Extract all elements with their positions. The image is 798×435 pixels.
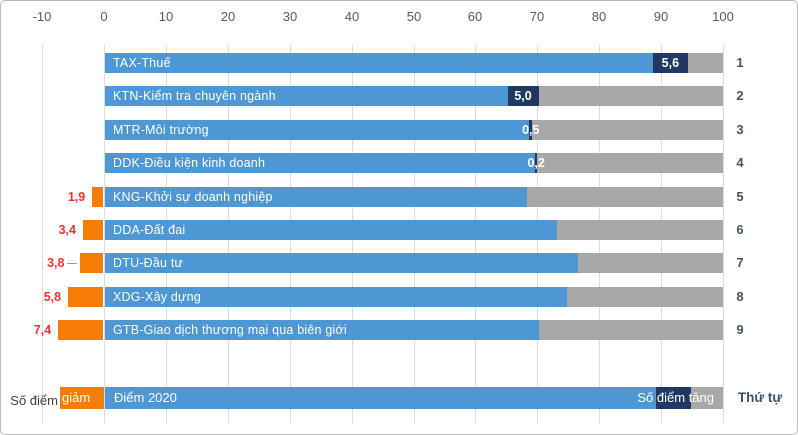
increase-value-label: 0,2 bbox=[527, 156, 545, 170]
decrease-bar bbox=[80, 253, 103, 273]
category-label: TAX-Thuế bbox=[113, 56, 171, 70]
legend-remainder-swatch bbox=[691, 387, 723, 409]
legend-increase-label: Số điểm tăng bbox=[637, 390, 714, 405]
rank-label: 9 bbox=[736, 322, 744, 337]
decrease-bar bbox=[92, 187, 103, 207]
gridline bbox=[103, 45, 105, 423]
remainder-segment bbox=[557, 220, 723, 240]
axis-tick-label: 80 bbox=[591, 9, 607, 24]
legend-decrease-prefix-label: Số điểm bbox=[10, 393, 58, 408]
rank-label: 8 bbox=[736, 289, 744, 304]
remainder-segment bbox=[536, 153, 723, 173]
legend-score-swatch: Điểm 2020 bbox=[105, 387, 656, 409]
increase-segment bbox=[653, 53, 688, 73]
remainder-segment bbox=[538, 86, 723, 106]
increase-value-label: 5,6 bbox=[661, 56, 680, 70]
legend-score-label: Điểm 2020 bbox=[114, 390, 177, 405]
rank-label: 1 bbox=[736, 55, 744, 70]
decrease-value-label: 3,8 bbox=[47, 256, 65, 270]
score-bar bbox=[105, 120, 530, 140]
axis-tick-label: 90 bbox=[653, 9, 669, 24]
category-label: DDA-Đất đai bbox=[113, 223, 186, 237]
gridline bbox=[722, 45, 724, 423]
legend-decrease-swatch: giảm bbox=[60, 387, 104, 409]
rank-label: 3 bbox=[736, 122, 744, 137]
axis-tick-label: 100 bbox=[712, 9, 734, 24]
score-bar bbox=[105, 86, 508, 106]
decrease-value-label: 5,8 bbox=[43, 290, 62, 304]
leader-line bbox=[67, 263, 78, 264]
rank-label: 7 bbox=[736, 255, 744, 270]
legend-increase-swatch bbox=[656, 387, 691, 409]
remainder-segment bbox=[567, 287, 723, 307]
remainder-segment bbox=[527, 187, 723, 207]
decrease-bar bbox=[58, 320, 103, 340]
axis-tick-label: 0 bbox=[100, 9, 108, 24]
rank-label: 6 bbox=[736, 222, 744, 237]
increase-value-label: 0,5 bbox=[522, 123, 540, 137]
axis-tick-label: 10 bbox=[158, 9, 174, 24]
axis-tick-label: 60 bbox=[467, 9, 483, 24]
rank-column-header: Thứ tự bbox=[737, 390, 783, 405]
remainder-segment bbox=[538, 320, 723, 340]
axis-tick-label: 40 bbox=[344, 9, 360, 24]
score-bar bbox=[105, 253, 578, 273]
rank-label: 4 bbox=[736, 155, 744, 170]
increase-value-label: 5,0 bbox=[514, 89, 532, 103]
category-label: GTB-Giao dịch thương mại qua biên giới bbox=[113, 323, 347, 337]
axis-tick-label: 30 bbox=[282, 9, 298, 24]
increase-segment bbox=[535, 153, 537, 173]
decrease-bar bbox=[68, 287, 103, 307]
legend-decrease-word-label: giảm bbox=[62, 390, 91, 405]
decrease-value-label: 3,4 bbox=[58, 223, 76, 237]
decrease-value-label: 7,4 bbox=[33, 323, 52, 337]
category-label: KTN-Kiểm tra chuyên ngành bbox=[113, 89, 276, 103]
category-label: KNG-Khởi sự doanh nghiệp bbox=[113, 190, 273, 204]
category-label: MTR-Môi trường bbox=[113, 123, 209, 137]
score-bar bbox=[105, 187, 528, 207]
remainder-segment bbox=[687, 53, 723, 73]
score-bar bbox=[105, 320, 539, 340]
gridline bbox=[41, 45, 43, 423]
score-bar bbox=[105, 287, 567, 307]
score-bar bbox=[105, 53, 654, 73]
axis-tick-label: 20 bbox=[220, 9, 236, 24]
score-bar bbox=[105, 153, 536, 173]
increase-segment bbox=[507, 86, 539, 106]
category-label: XDG-Xây dựng bbox=[113, 290, 201, 304]
rank-label: 5 bbox=[736, 189, 744, 204]
category-label: DDK-Điều kiện kinh doanh bbox=[113, 156, 266, 170]
axis-tick-label: 50 bbox=[406, 9, 422, 24]
remainder-segment bbox=[577, 253, 723, 273]
decrease-value-label: 1,9 bbox=[67, 190, 86, 204]
score-bar bbox=[105, 220, 558, 240]
remainder-segment bbox=[532, 120, 723, 140]
category-label: DTU-Đầu tư bbox=[113, 256, 184, 270]
axis-tick-label: 70 bbox=[529, 9, 545, 24]
decrease-bar bbox=[82, 220, 103, 240]
axis-tick-label: -10 bbox=[32, 9, 52, 24]
increase-segment bbox=[529, 120, 533, 140]
rank-label: 2 bbox=[736, 88, 744, 103]
